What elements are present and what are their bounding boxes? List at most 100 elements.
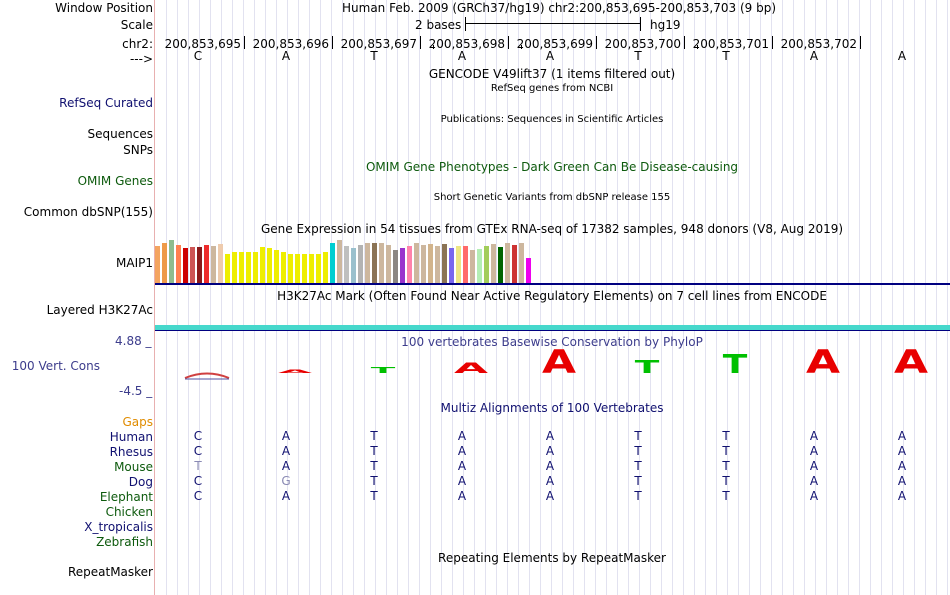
gtex-tissue-bar[interactable] xyxy=(274,250,279,283)
gtex-tissue-bar[interactable] xyxy=(456,246,461,283)
grid-line xyxy=(727,0,728,595)
species-label[interactable]: Chicken xyxy=(105,505,153,519)
gtex-tissue-bar[interactable] xyxy=(183,248,188,283)
coordinate-minor-tick xyxy=(433,45,434,49)
omim-track-title: OMIM Gene Phenotypes - Dark Green Can Be… xyxy=(365,160,739,174)
gtex-tissue-bar[interactable] xyxy=(393,250,398,283)
gtex-tissue-bar[interactable] xyxy=(288,254,293,283)
conservation-track-label[interactable]: 100 Vert. Cons xyxy=(11,359,100,373)
dbsnp-track-label[interactable]: Common dbSNP(155) xyxy=(23,205,153,219)
gtex-tissue-bar[interactable] xyxy=(449,248,454,283)
gtex-tissue-bar[interactable] xyxy=(421,245,426,283)
species-label[interactable]: Rhesus xyxy=(109,445,153,459)
gtex-tissue-bar[interactable] xyxy=(407,246,412,283)
gtex-tissue-bar[interactable] xyxy=(491,244,496,283)
gtex-tissue-bar[interactable] xyxy=(260,247,265,283)
gencode-track-title[interactable]: GENCODE V49lift37 (1 items filtered out) xyxy=(428,67,676,81)
gtex-tissue-bar[interactable] xyxy=(519,243,524,283)
grid-line xyxy=(232,0,233,595)
gtex-tissue-bar[interactable] xyxy=(414,243,419,283)
gtex-tissue-bar[interactable] xyxy=(204,245,209,283)
gtex-tissue-bar[interactable] xyxy=(512,245,517,283)
gtex-tissue-bar[interactable] xyxy=(309,254,314,283)
gtex-tissue-bar[interactable] xyxy=(379,243,384,283)
repeatmasker-track-label[interactable]: RepeatMasker xyxy=(67,565,153,579)
coordinate-label: 200,853,702 xyxy=(780,37,857,51)
gtex-tissue-bar[interactable] xyxy=(281,252,286,283)
alignment-base: A xyxy=(809,474,819,488)
sequence-base: T xyxy=(722,49,730,63)
gtex-tissue-bar[interactable] xyxy=(267,248,272,283)
gtex-tissue-bar[interactable] xyxy=(239,252,244,283)
grid-line xyxy=(166,0,167,595)
alignment-base: T xyxy=(634,429,642,443)
label-panel-divider xyxy=(154,0,155,595)
gtex-tissue-bar[interactable] xyxy=(162,243,167,283)
gtex-tissue-bar[interactable] xyxy=(372,243,377,283)
gtex-tissue-bar[interactable] xyxy=(498,247,503,283)
gtex-tissue-bar[interactable] xyxy=(337,240,342,283)
gtex-tissue-bar[interactable] xyxy=(505,243,510,283)
omim-track-label[interactable]: OMIM Genes xyxy=(77,174,153,188)
gtex-tissue-bar[interactable] xyxy=(211,246,216,283)
coordinate-label: 200,853,698 xyxy=(428,37,505,51)
grid-line xyxy=(562,0,563,595)
grid-line xyxy=(837,0,838,595)
gtex-tissue-bar[interactable] xyxy=(344,246,349,283)
species-label[interactable]: Elephant xyxy=(99,490,153,504)
gtex-tissue-bar[interactable] xyxy=(358,245,363,283)
gtex-tissue-bar[interactable] xyxy=(295,254,300,283)
species-label[interactable]: Zebrafish xyxy=(96,535,153,549)
gtex-tissue-bar[interactable] xyxy=(470,250,475,283)
species-label[interactable]: Human xyxy=(109,430,153,444)
gtex-tissue-bar[interactable] xyxy=(155,246,160,283)
gtex-tissue-bar[interactable] xyxy=(477,249,482,283)
gtex-tissue-bar[interactable] xyxy=(365,243,370,283)
gtex-tissue-bar[interactable] xyxy=(197,247,202,283)
grid-line xyxy=(683,0,684,595)
gtex-tissue-bar[interactable] xyxy=(169,240,174,283)
conservation-letter: A xyxy=(542,345,576,381)
gtex-tissue-bar[interactable] xyxy=(253,252,258,283)
gtex-tissue-bar[interactable] xyxy=(323,252,328,283)
gtex-bar-chart[interactable] xyxy=(155,240,535,283)
gtex-tissue-bar[interactable] xyxy=(442,244,447,283)
gtex-tissue-bar[interactable] xyxy=(351,248,356,283)
sequence-base: A xyxy=(545,49,555,63)
gtex-tissue-bar[interactable] xyxy=(484,246,489,283)
gtex-tissue-bar[interactable] xyxy=(246,252,251,283)
alignment-base: A xyxy=(457,429,467,443)
grid-line xyxy=(375,0,376,595)
gtex-tissue-bar[interactable] xyxy=(232,252,237,283)
species-label[interactable]: Mouse xyxy=(114,460,153,474)
gtex-tissue-bar[interactable] xyxy=(400,248,405,283)
sequences-track-label[interactable]: Sequences xyxy=(87,127,153,141)
gtex-tissue-bar[interactable] xyxy=(463,246,468,283)
coordinate-tick xyxy=(244,36,245,49)
gtex-tissue-bar[interactable] xyxy=(316,254,321,283)
conservation-mark xyxy=(184,372,230,379)
species-label[interactable]: Dog xyxy=(128,475,153,489)
gtex-tissue-bar[interactable] xyxy=(330,243,335,283)
gtex-tissue-bar[interactable] xyxy=(435,246,440,283)
gaps-track-label[interactable]: Gaps xyxy=(122,415,153,429)
gtex-tissue-bar[interactable] xyxy=(302,254,307,283)
repeatmasker-track-title: Repeating Elements by RepeatMasker xyxy=(438,551,666,565)
gtex-tissue-bar[interactable] xyxy=(428,244,433,283)
gtex-tissue-bar[interactable] xyxy=(218,244,223,283)
snps-track-label[interactable]: SNPs xyxy=(123,143,153,157)
species-label[interactable]: X_tropicalis xyxy=(84,520,153,534)
alignment-base: A xyxy=(545,459,555,473)
sequence-base: A xyxy=(897,49,907,63)
refseq-track-label[interactable]: RefSeq Curated xyxy=(59,96,153,110)
alignment-base: A xyxy=(545,474,555,488)
gtex-gene-label[interactable]: MAIP1 xyxy=(116,256,153,270)
gtex-tissue-bar[interactable] xyxy=(526,258,531,283)
h3k27ac-track-label[interactable]: Layered H3K27Ac xyxy=(46,303,153,317)
coordinate-tick xyxy=(508,36,509,49)
gtex-tissue-bar[interactable] xyxy=(225,254,230,283)
gtex-tissue-bar[interactable] xyxy=(176,245,181,283)
gtex-tissue-bar[interactable] xyxy=(190,247,195,283)
gtex-tissue-bar[interactable] xyxy=(386,245,391,283)
